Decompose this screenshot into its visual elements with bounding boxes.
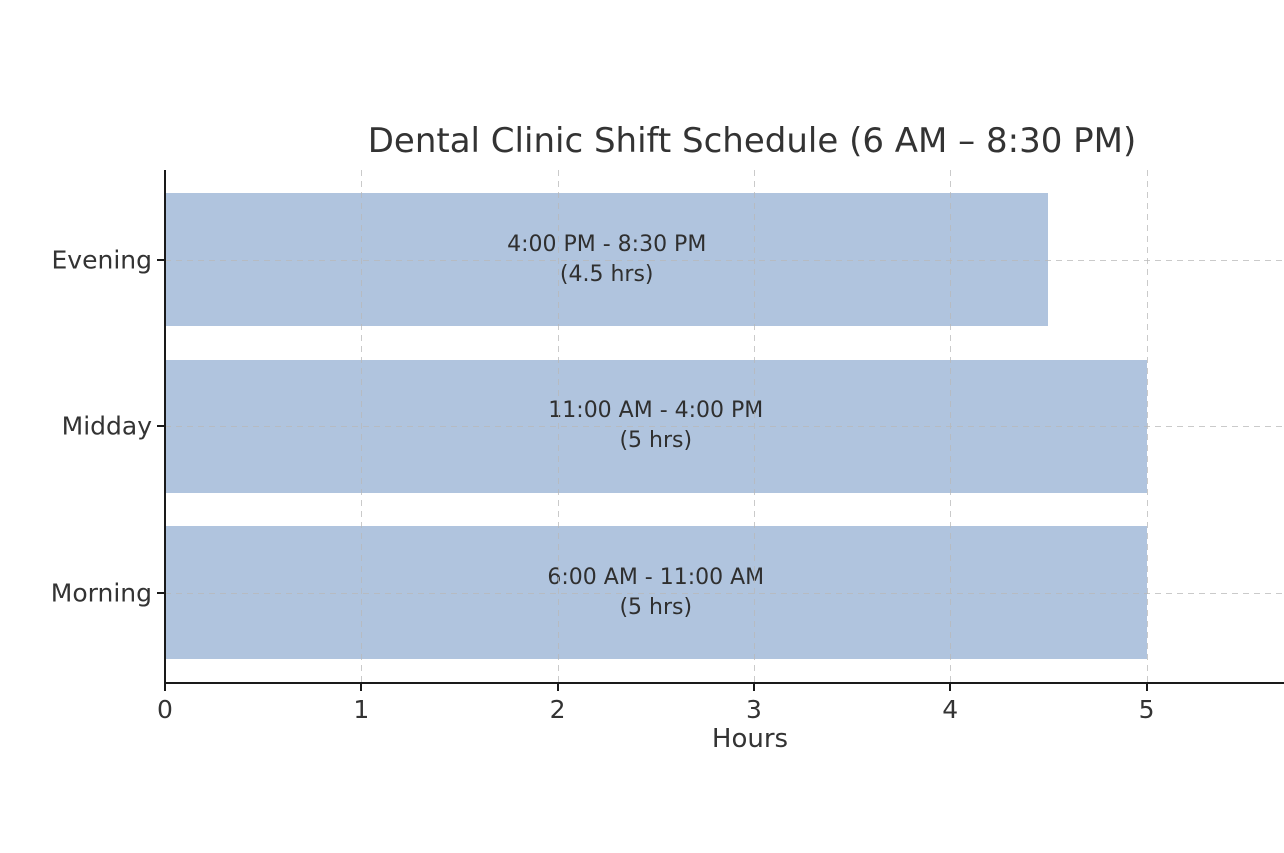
x-tick-mark [949,683,952,691]
gridline-horizontal [165,592,1284,594]
y-tick-mark [157,591,165,594]
bar-label-midday: 11:00 AM - 4:00 PM (5 hrs) [548,396,763,455]
bar-label-duration: (5 hrs) [619,594,693,620]
x-axis-spine [164,682,1284,684]
bar-label-duration: (5 hrs) [619,428,693,453]
x-tick-label: 5 [1138,695,1155,724]
x-tick-label: 4 [942,695,959,724]
plot-area: 0 1 2 3 4 5 Evening 4:00 PM - 8:30 PM (4.5 hrs) M… [51,170,1284,724]
x-tick-label: 0 [157,695,173,724]
x-tick-mark [164,683,166,691]
bar-label-evening: 4:00 PM - 8:30 PM (4.5 hrs) [507,230,706,289]
x-tick-label: 1 [353,695,370,724]
x-tick-mark [752,683,755,691]
x-tick-mark [360,683,363,691]
x-tick-label: 2 [549,695,566,724]
y-axis-spine [164,170,166,684]
x-tick-mark [1145,683,1148,691]
bar-label-time-range: 4:00 PM - 8:30 PM [507,231,707,257]
bar-label-morning: 6:00 AM - 11:00 AM (5 hrs) [547,563,764,622]
x-tick-mark [556,683,559,691]
bar-label-duration: (4.5 hrs) [559,261,654,287]
bar-label-time-range: 6:00 AM - 11:00 AM [547,564,765,590]
y-tick-mark [157,258,165,261]
y-tick-mark [157,425,165,427]
gridline-horizontal [165,426,1284,427]
bar-label-time-range: 11:00 AM - 4:00 PM [548,398,764,424]
gridline-horizontal [165,259,1284,261]
y-tick-label-evening: Evening [51,245,152,274]
x-tick-label: 3 [745,695,762,724]
y-tick-label-morning: Morning [50,578,152,607]
chart-title: Dental Clinic Shift Schedule (6 AM – 8:3… [367,121,1137,161]
x-axis-label: Hours [711,724,789,754]
y-tick-label-midday: Midday [61,411,152,441]
